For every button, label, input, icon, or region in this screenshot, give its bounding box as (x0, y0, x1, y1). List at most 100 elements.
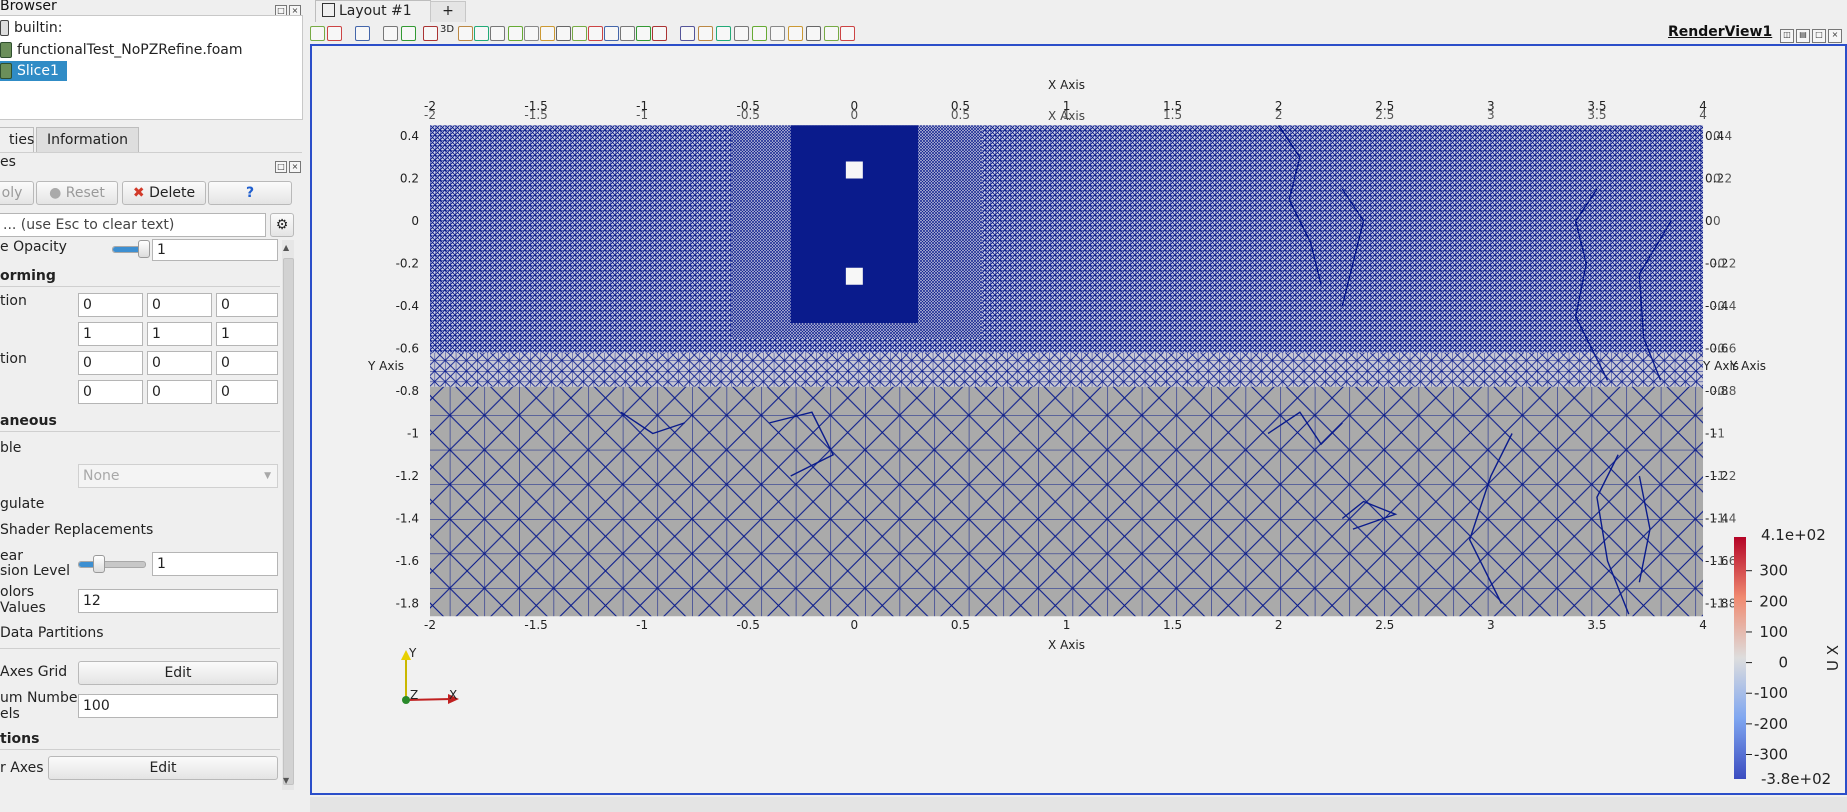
mesh-edge (620, 411, 685, 435)
toolbar-tool-icon[interactable] (698, 26, 713, 41)
toolbar-tool-icon[interactable] (770, 26, 785, 41)
scrollbar-thumb[interactable] (283, 258, 294, 785)
toolbar-tool-icon[interactable] (401, 26, 416, 41)
color-legend-tick-label: 200 (1759, 592, 1788, 610)
toolbar-tool-icon[interactable] (840, 26, 855, 41)
origin-x-field[interactable]: 0 (78, 380, 143, 404)
reset-button[interactable]: ● Reset (36, 181, 118, 205)
toolbar-tool-icon[interactable] (327, 26, 342, 41)
axes-grid-edit-button[interactable]: Edit (78, 661, 278, 685)
toggle-3d-button[interactable]: 3D (440, 24, 455, 35)
orientation-y-field[interactable]: 0 (147, 351, 212, 375)
opacity-label: e Opacity (0, 239, 67, 255)
toolbar-tool-icon[interactable] (588, 26, 603, 41)
toolbar-tool-icon[interactable] (540, 26, 555, 41)
mesh-edge (1341, 500, 1398, 530)
toolbar-tool-icon[interactable] (474, 26, 489, 41)
toolbar-tool-icon[interactable] (490, 26, 505, 41)
delete-icon: ✖ (132, 185, 145, 201)
float-icon[interactable]: □ (275, 161, 287, 173)
axes-edit-button[interactable]: Edit (48, 756, 278, 780)
origin-z-field[interactable]: 0 (216, 380, 278, 404)
toolbar-tool-icon[interactable] (310, 26, 325, 41)
opacity-field[interactable]: 1 (152, 239, 278, 261)
tab-properties[interactable]: ties (0, 127, 34, 152)
y-tick-label-right-inner: 0.4 (1713, 129, 1732, 143)
toolbar-tool-icon[interactable] (383, 26, 398, 41)
pipeline-item-builtin[interactable]: builtin: (0, 18, 63, 38)
render-canvas[interactable]: -2-2-2-1.5-1.5-1.5-1-1-1-0.5-0.5-0.50000… (312, 46, 1845, 793)
toolbar-tool-icon[interactable] (716, 26, 731, 41)
pipeline-item-slice1[interactable]: Slice1 (0, 61, 67, 81)
color-legend-max-label: 4.1e+02 (1761, 526, 1826, 544)
origin-y-field[interactable]: 0 (147, 380, 212, 404)
shader-replacements-label: Shader Replacements (0, 522, 154, 538)
close-icon[interactable]: × (289, 5, 301, 17)
close-icon[interactable]: × (289, 161, 301, 173)
translation-y-field[interactable]: 0 (147, 293, 212, 317)
delete-button[interactable]: ✖ Delete (122, 181, 206, 205)
toolbar-tool-icon[interactable] (458, 26, 473, 41)
scroll-down-icon[interactable]: ▼ (283, 776, 290, 785)
close-view-icon[interactable]: × (1828, 29, 1842, 43)
x-tick-label-top-inner: 1 (1063, 108, 1071, 122)
toolbar-tool-icon[interactable] (652, 26, 667, 41)
color-legend-tick-label: -300 (1754, 745, 1788, 763)
toolbar-tool-icon[interactable] (734, 26, 749, 41)
toolbar-tool-icon[interactable] (556, 26, 571, 41)
toolbar-tool-icon[interactable] (604, 26, 619, 41)
y-axis-title-left: Y Axis (367, 359, 404, 373)
slider-knob[interactable] (92, 555, 105, 573)
toolbar-tool-icon[interactable] (806, 26, 821, 41)
toolbar-tool-icon[interactable] (572, 26, 587, 41)
mesh-edge (769, 411, 835, 477)
nonlinear-field[interactable]: 1 (152, 552, 278, 576)
tab-layout-1[interactable]: Layout #1 × (315, 0, 431, 39)
x-tick-label-bottom: -2 (424, 618, 436, 632)
orientation-x-field[interactable]: 0 (78, 351, 143, 375)
none-select[interactable]: None ▼ (78, 464, 278, 488)
toolbar-tool-icon[interactable] (355, 26, 370, 41)
translation-z-field[interactable]: 0 (216, 293, 278, 317)
orientation-x-axis (405, 698, 453, 701)
scale-y-field[interactable]: 1 (147, 322, 212, 346)
maximize-icon[interactable]: □ (1812, 29, 1826, 43)
pipeline-item-foam[interactable]: functionalTest_NoPZRefine.foam (0, 40, 242, 60)
axes-grid: -2-2-2-1.5-1.5-1.5-1-1-1-0.5-0.5-0.50000… (367, 78, 1766, 652)
toolbar-tool-icon[interactable] (620, 26, 635, 41)
colors-label-2: Values (0, 600, 46, 616)
render-view[interactable]: -2 -2 -2 -1.5 -1.5 -1.5 -1 -1 -1 -0.5 -0.5 -0.5 0 0 0 0… (310, 44, 1847, 795)
toolbar-tool-icon[interactable] (680, 26, 695, 41)
slider-knob[interactable] (137, 240, 150, 258)
help-button[interactable]: ? (208, 181, 292, 205)
toolbar-tool-icon[interactable] (788, 26, 803, 41)
filter-icon (0, 63, 12, 79)
colors-field[interactable]: 12 (78, 589, 278, 613)
advanced-gear-button[interactable]: ⚙ (270, 213, 294, 237)
toolbar-tool-icon[interactable] (508, 26, 523, 41)
apply-button[interactable]: oly (0, 181, 34, 205)
max-number-field[interactable]: 100 (78, 694, 278, 718)
toolbar-tool-icon[interactable] (824, 26, 839, 41)
add-layout-tab[interactable]: + (430, 1, 466, 23)
x-tick-label-top-inner: -2 (424, 108, 436, 122)
search-input[interactable]: ... (use Esc to clear text) (0, 213, 266, 237)
pipeline-item-label: functionalTest_NoPZRefine.foam (17, 42, 243, 58)
scroll-up-icon[interactable]: ▲ (283, 243, 290, 252)
scale-z-field[interactable]: 1 (216, 322, 278, 346)
toolbar-tool-icon[interactable] (524, 26, 539, 41)
toolbar-tool-icon[interactable] (636, 26, 651, 41)
translation-x-field[interactable]: 0 (78, 293, 143, 317)
tab-information[interactable]: Information (36, 127, 139, 152)
y-tick-label-right-inner: 0 (1713, 214, 1721, 228)
x-tick-label-top-inner: 3.5 (1587, 108, 1606, 122)
bottom-splitter[interactable] (310, 797, 1847, 812)
scale-x-field[interactable]: 1 (78, 322, 143, 346)
split-vertical-icon[interactable]: ▤ (1796, 29, 1810, 43)
orientation-z-field[interactable]: 0 (216, 351, 278, 375)
toolbar-tool-icon[interactable] (423, 26, 438, 41)
split-horizontal-icon[interactable]: ◫ (1780, 29, 1794, 43)
toolbar-tool-icon[interactable] (752, 26, 767, 41)
pipeline-browser[interactable]: builtin: functionalTest_NoPZRefine.foam … (0, 15, 303, 120)
pipeline-item-label: Slice1 (17, 63, 59, 79)
